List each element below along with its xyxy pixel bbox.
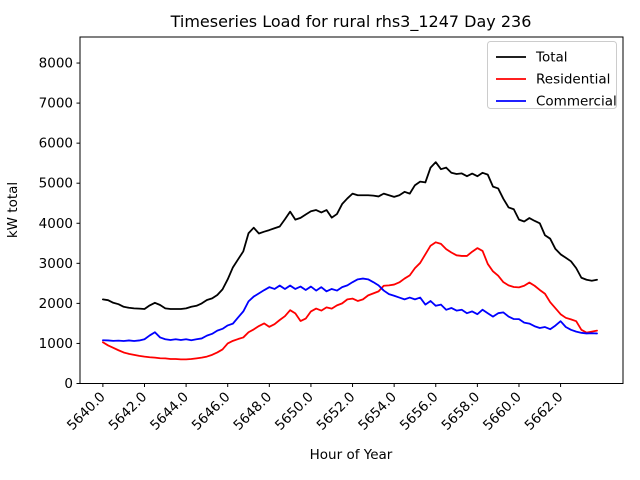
legend-label-residential: Residential (536, 72, 610, 88)
legend-label-commercial: Commercial (536, 94, 617, 110)
series-lines (101, 161, 598, 361)
y-tick-label: 5000 (39, 176, 73, 192)
y-tick-label: 1000 (39, 336, 73, 352)
x-tick-label: 5656.0 (397, 389, 442, 434)
y-tick-label: 7000 (39, 96, 73, 112)
total-line (101, 161, 598, 310)
x-tick-label: 5650.0 (272, 389, 317, 434)
x-tick-label: 5658.0 (438, 389, 483, 434)
chart-title: Timeseries Load for rural rhs3_1247 Day … (170, 12, 532, 32)
y-tick-label: 4000 (39, 216, 73, 232)
y-tick-label: 0 (64, 376, 73, 392)
plot-area (79, 36, 624, 384)
x-tick-label: 5662.0 (522, 389, 567, 434)
x-tick-label: 5642.0 (106, 389, 151, 434)
y-tick-label: 3000 (39, 256, 73, 272)
legend-label-total: Total (535, 50, 568, 66)
x-axis-ticks: 5640.05642.05644.05646.05648.05650.05652… (64, 383, 567, 434)
x-tick-label: 5660.0 (480, 389, 525, 434)
y-tick-label: 6000 (39, 136, 73, 152)
y-tick-label: 2000 (39, 296, 73, 312)
residential-line (101, 241, 598, 361)
x-axis-label: Hour of Year (310, 447, 393, 463)
x-tick-label: 5654.0 (355, 389, 400, 434)
x-tick-label: 5646.0 (189, 389, 234, 434)
legend: Total Residential Commercial (487, 41, 617, 110)
y-axis-label: kW total (5, 182, 21, 238)
legend-box (487, 41, 617, 109)
commercial-line (101, 277, 598, 342)
x-tick-label: 5648.0 (230, 389, 275, 434)
x-tick-label: 5652.0 (314, 389, 359, 434)
x-tick-label: 5644.0 (147, 389, 192, 434)
y-tick-label: 8000 (39, 56, 73, 72)
y-axis-ticks: 0 1000 2000 3000 4000 5000 6000 7000 8000 (39, 56, 80, 392)
x-tick-label: 5640.0 (64, 389, 109, 434)
